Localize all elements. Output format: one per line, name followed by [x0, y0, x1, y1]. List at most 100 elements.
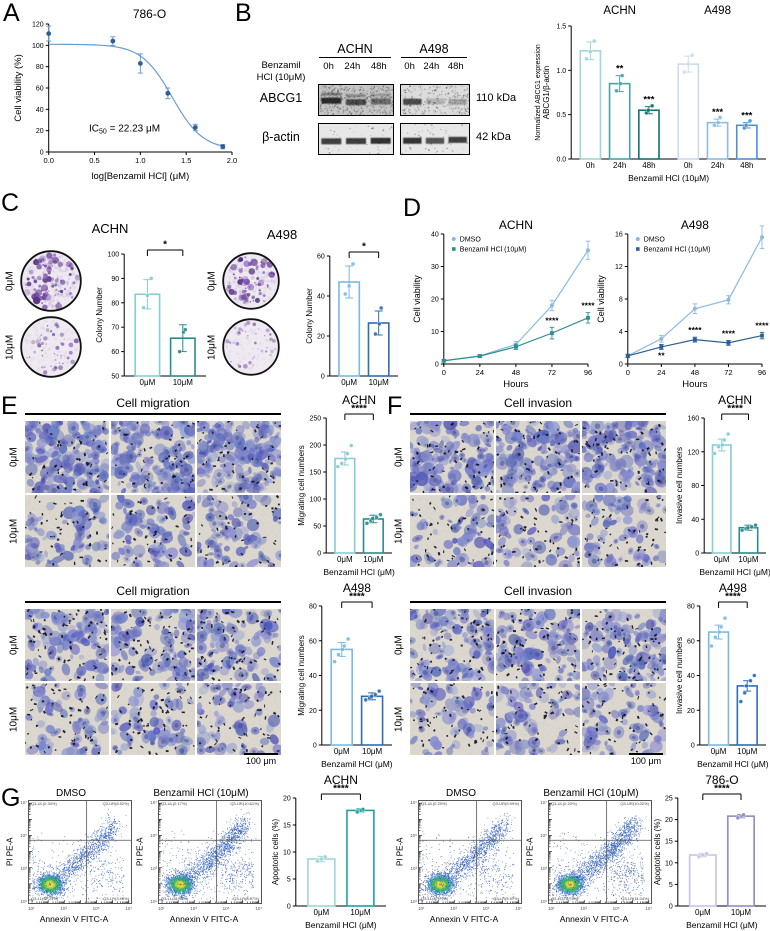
- flow-y-axis-label: PI PE-A: [395, 837, 405, 867]
- svg-text:16: 16: [615, 232, 623, 239]
- abcg1-kda: 110 kDa: [476, 92, 517, 104]
- svg-text:**: **: [616, 64, 624, 75]
- microscopy-image: [582, 495, 666, 567]
- svg-text:ACHN: ACHN: [324, 773, 358, 787]
- svg-text:40: 40: [317, 294, 325, 301]
- abcg1-expression-chart: 0.0 0.5 1.0 1.5 Normalized ABCG1 expression A…: [530, 2, 770, 184]
- svg-text:Migrating cell numbers: Migrating cell numbers: [297, 635, 306, 715]
- scale-bar-line: [629, 753, 663, 755]
- flow-title: DMSO: [446, 788, 476, 799]
- flow-x-ticks: 10¹ 10³ 10⁵ 10⁷: [28, 906, 132, 911]
- svg-text:0.5: 0.5: [556, 112, 566, 119]
- svg-text:ABCG1/β-actin: ABCG1/β-actin: [542, 66, 551, 120]
- svg-text:60: 60: [111, 349, 119, 356]
- svg-text:48h: 48h: [642, 161, 655, 170]
- svg-text:1.0: 1.0: [556, 68, 566, 75]
- flow-y-axis-label: PI PE-A: [525, 837, 535, 867]
- invasion-chart-a498: 0 20 40 60 80 Invasive cell numbers 0μM 10μM ***…: [672, 580, 770, 770]
- flow-y-ticks: 10⁷ 10⁵ 10³ 10¹: [410, 800, 417, 904]
- image-row-label: 10μM: [393, 518, 405, 544]
- microscopy-image: [197, 609, 281, 681]
- image-row-label: 10μM: [393, 706, 405, 732]
- scale-bar-text: 100 μm: [245, 756, 277, 766]
- svg-text:786-O: 786-O: [133, 7, 166, 21]
- lane-labels-achn: 0h 24h 48h: [318, 61, 392, 72]
- migration-images-achn: [25, 421, 281, 567]
- scale-bar: 100 μm: [238, 753, 284, 766]
- lane-48h: 48h: [447, 61, 464, 72]
- svg-text:48h: 48h: [740, 161, 753, 170]
- quadrant-label-ll: Q3-LL(87.24%): [31, 896, 59, 901]
- svg-text:DMSO: DMSO: [644, 237, 666, 244]
- svg-text:0: 0: [313, 743, 317, 750]
- svg-text:8: 8: [619, 297, 623, 304]
- svg-text:Benzamil HCl (μM): Benzamil HCl (μM): [699, 567, 770, 577]
- svg-text:1.0: 1.0: [135, 156, 145, 165]
- quadrant-label-lr: Q3-LR(11.04%): [621, 896, 649, 901]
- svg-text:96: 96: [758, 368, 766, 377]
- quadrant-label-lr: Q3-LR(8.97%): [233, 896, 259, 901]
- quadrant-label-lr: Q3-LR(5.97%): [493, 896, 519, 901]
- microscopy-image: [410, 683, 494, 755]
- svg-text:ACHN: ACHN: [499, 218, 533, 232]
- svg-text:A498: A498: [704, 5, 731, 17]
- quadrant-label-ul: Q3-UL(0.17%): [161, 801, 187, 806]
- flow-plot-area: Q3-UL(0.17%) Q3-UR(10.61%) Q3-LL(81.98%) Q3…: [158, 800, 262, 904]
- svg-text:***: ***: [741, 111, 752, 122]
- svg-text:100: 100: [310, 497, 322, 504]
- svg-text:40: 40: [687, 673, 695, 680]
- svg-text:48: 48: [512, 368, 520, 377]
- flow-title: DMSO: [56, 788, 86, 799]
- flow-x-axis-label: Annexin V FITC-A: [559, 914, 629, 924]
- quadrant-label-ur: Q3-UR(8.52%): [102, 801, 129, 806]
- quadrant-label-ll: Q3-LL(78.73%): [551, 896, 579, 901]
- header-rule: [410, 413, 666, 415]
- svg-text:100: 100: [108, 252, 120, 259]
- microscopy-image: [25, 421, 109, 493]
- svg-text:0: 0: [619, 362, 623, 369]
- svg-text:0.0: 0.0: [43, 156, 53, 165]
- dish-row-label: 0μM: [4, 271, 16, 291]
- svg-text:50: 50: [313, 524, 321, 531]
- svg-text:Hours: Hours: [503, 379, 529, 390]
- svg-text:40: 40: [36, 107, 44, 114]
- flow-plot-achn-dmso: DMSO PI PE-A 10⁷ 10⁵ 10³ 10¹ Q3-UL(0.34%) Q3-UR…: [6, 788, 136, 930]
- svg-text:60: 60: [309, 638, 317, 645]
- colony-chart-a498: 0 20 40 60 Colony Number 0μM 10μM *: [302, 238, 402, 388]
- abcg1-blot-a498: [400, 84, 470, 116]
- svg-text:25: 25: [665, 796, 673, 803]
- svg-text:5: 5: [669, 882, 673, 889]
- quadrant-label-ll: Q3-LL(87.79%): [421, 896, 449, 901]
- quadrant-label-lr: Q3-LR(3.90%): [103, 896, 129, 901]
- flow-x-ticks: 10¹ 10³ 10⁵ 10⁷: [158, 906, 262, 911]
- colony-dish-a498-0um: [222, 252, 280, 310]
- lane-labels-a498: 0h 24h 48h: [400, 61, 468, 72]
- svg-text:*: *: [163, 240, 167, 251]
- svg-text:0: 0: [442, 368, 446, 377]
- svg-text:72: 72: [548, 368, 556, 377]
- svg-text:80: 80: [111, 300, 119, 307]
- image-row-label: 10μM: [8, 706, 20, 732]
- dish-row-label: 0μM: [206, 271, 218, 291]
- svg-text:****: ****: [349, 592, 365, 603]
- svg-text:5: 5: [287, 877, 291, 884]
- invasion-header-a498: Cell invasion: [503, 584, 573, 598]
- flow-y-ticks: 10⁷ 10⁵ 10³ 10¹: [150, 800, 157, 904]
- microscopy-image: [410, 609, 494, 681]
- scale-bar-text: 100 μm: [630, 756, 662, 766]
- lane-0h: 0h: [404, 61, 415, 72]
- svg-text:24: 24: [476, 368, 484, 377]
- svg-text:0μM: 0μM: [140, 378, 156, 387]
- svg-text:15: 15: [283, 823, 291, 830]
- svg-text:60: 60: [687, 638, 695, 645]
- blot-group-a498: A498: [419, 42, 449, 56]
- svg-text:0: 0: [435, 362, 439, 369]
- svg-text:10: 10: [665, 860, 673, 867]
- quadrant-label-ul: Q3-UL(0.20%): [551, 801, 577, 806]
- svg-text:96: 96: [584, 368, 592, 377]
- svg-text:60: 60: [36, 86, 44, 93]
- svg-text:ACHN: ACHN: [718, 393, 752, 407]
- microscopy-image: [582, 683, 666, 755]
- microscopy-image: [111, 495, 195, 567]
- svg-text:70: 70: [111, 325, 119, 332]
